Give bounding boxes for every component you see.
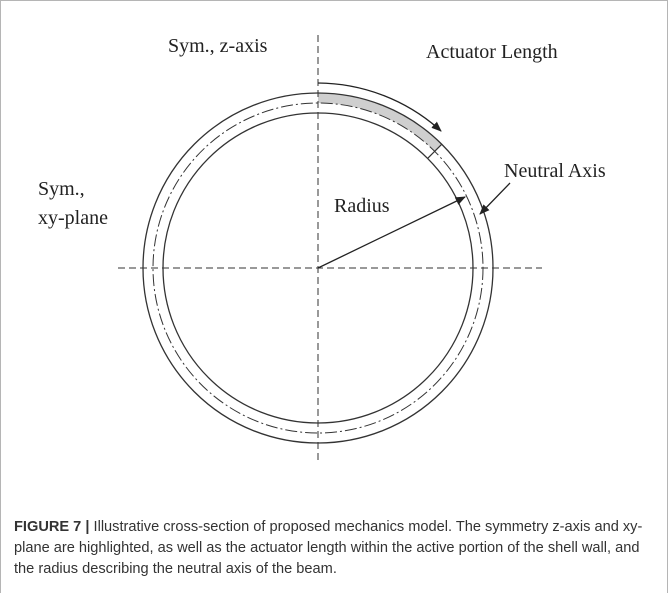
radius-label: Radius — [334, 195, 390, 217]
caption: FIGURE 7 | Illustrative cross-section of… — [14, 517, 654, 580]
xy-plane-label: xy-plane — [38, 207, 108, 229]
diagram: Sym., z-axis Sym., xy-plane Actuator Len… — [38, 35, 606, 462]
neutral-axis-label: Neutral Axis — [504, 160, 606, 182]
actuator-length-label: Actuator Length — [426, 41, 558, 63]
caption-label: FIGURE 7 | — [14, 519, 90, 535]
actuator-arrow — [317, 82, 442, 132]
neutral-axis-arrow — [479, 182, 511, 215]
xy-plane-label: Sym., — [38, 178, 85, 200]
radius-arrow — [317, 196, 466, 269]
z-axis-label: Sym., z-axis — [168, 35, 268, 57]
actuator-end — [427, 143, 443, 159]
caption-text: Illustrative cross-section of proposed m… — [14, 519, 643, 577]
actuator-region — [318, 93, 442, 152]
